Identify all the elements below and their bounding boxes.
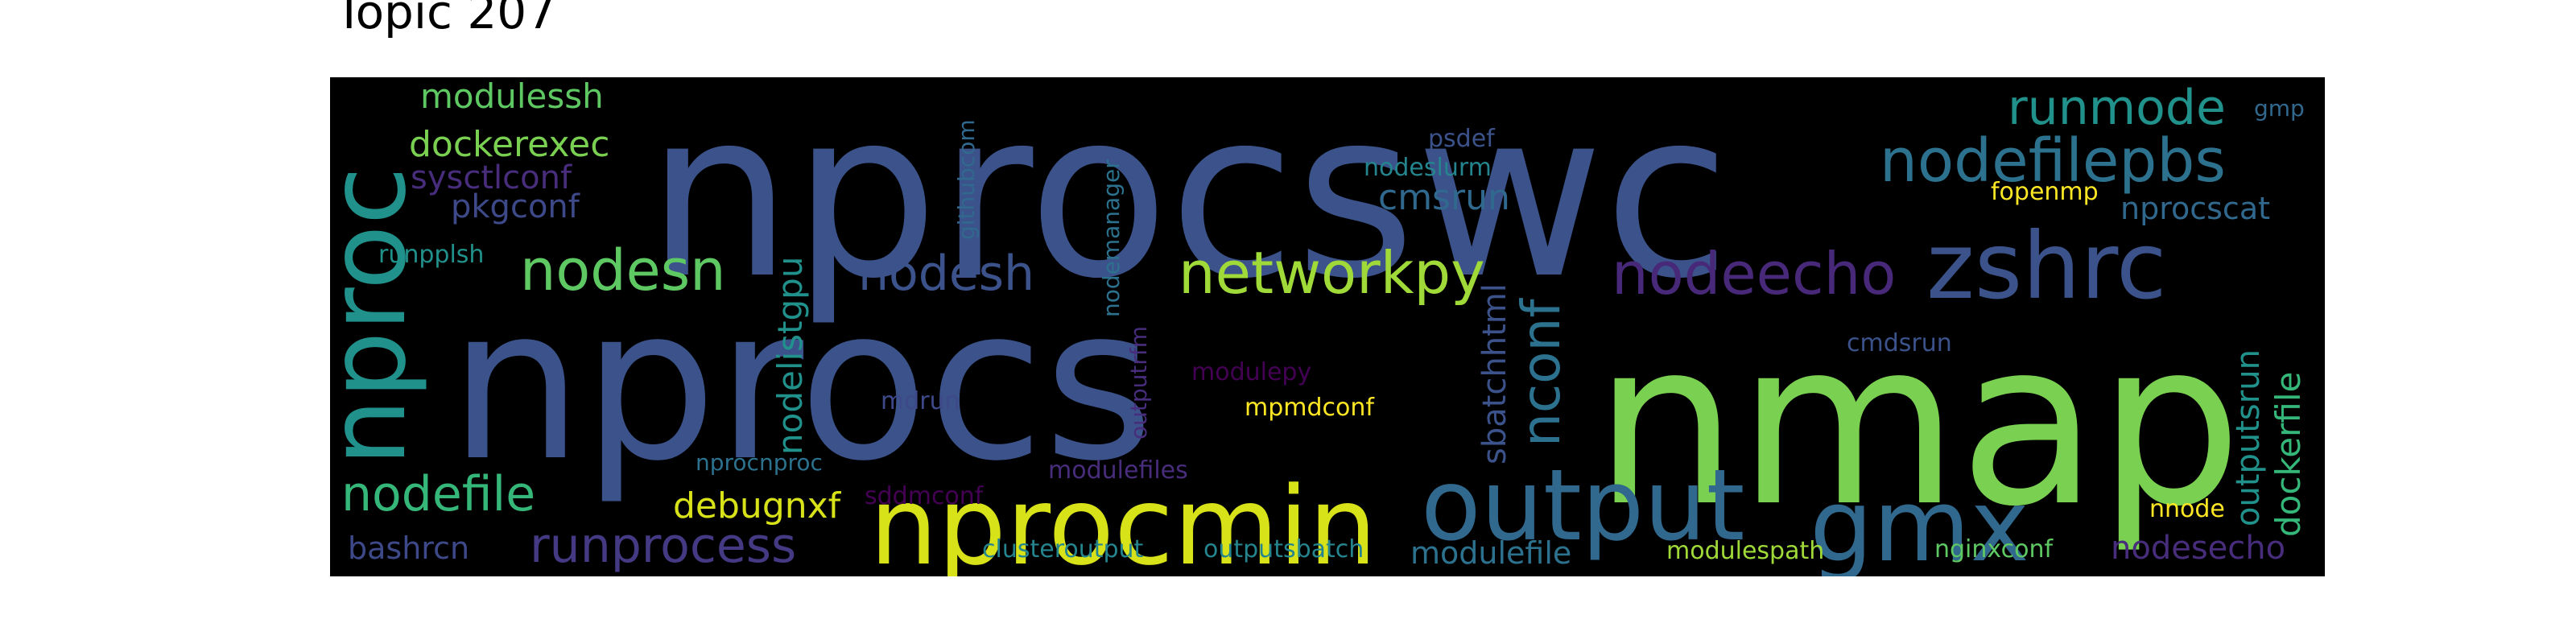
cloud-word: nodefilepbs bbox=[1880, 126, 2226, 196]
figure-title: Topic 207 bbox=[335, 0, 557, 39]
cloud-word: runprocess bbox=[530, 518, 796, 574]
cloud-word: nginxconf bbox=[1934, 535, 2054, 564]
cloud-word: gmx bbox=[1810, 469, 2029, 576]
cloud-word: modulepy bbox=[1191, 358, 1311, 386]
word-cloud: nprocswc nprocs nmap nproc nprocmin outp… bbox=[330, 77, 2325, 576]
cloud-word: runpplsh bbox=[378, 241, 484, 269]
cloud-word: nodemanager bbox=[1098, 159, 1125, 317]
cloud-word: runmode bbox=[2008, 80, 2226, 136]
cloud-word: fopenmp bbox=[1991, 178, 2099, 206]
cloud-word: output bbox=[1421, 448, 1744, 563]
cloud-word: nodesh bbox=[858, 246, 1034, 302]
cloud-word: networkpy bbox=[1179, 239, 1485, 307]
cloud-word: nodelistgpu bbox=[770, 257, 810, 455]
cloud-word: nprocmin bbox=[869, 464, 1377, 576]
cloud-word: modulespath bbox=[1666, 537, 1824, 565]
cloud-word: nprocs bbox=[449, 262, 1154, 507]
cloud-word: sddmconf bbox=[865, 482, 985, 510]
cloud-word: pkgconf bbox=[451, 188, 580, 225]
cloud-word: zshrc bbox=[1926, 213, 2167, 320]
cloud-word: bashrcn bbox=[348, 530, 469, 566]
cloud-word: nodeecho bbox=[1612, 240, 1896, 308]
cloud-word: dockerfile bbox=[2268, 372, 2308, 537]
cloud-word: nodeslurm bbox=[1364, 154, 1492, 182]
cloud-word: nmap bbox=[1594, 291, 2242, 556]
cloud-word: psdef bbox=[1428, 125, 1496, 153]
cloud-word: modulessh bbox=[420, 77, 604, 116]
word-cloud-canvas: nprocswc nprocs nmap nproc nprocmin outp… bbox=[330, 77, 2325, 576]
cloud-word: modulefiles bbox=[1048, 456, 1188, 485]
cloud-word: outputrfm bbox=[1125, 326, 1152, 440]
cloud-word: nprocnproc bbox=[696, 449, 823, 476]
cloud-word: nodefile bbox=[341, 466, 535, 522]
cloud-word: outputsbatch bbox=[1203, 535, 1364, 564]
cloud-word: nprocscat bbox=[2120, 191, 2270, 226]
cloud-word: cmdsrun bbox=[1847, 329, 1952, 357]
cloud-word: cmsrun bbox=[1378, 177, 1510, 218]
cloud-word: mpmdconf bbox=[1245, 394, 1375, 422]
cloud-word: nodesecho bbox=[2111, 530, 2285, 567]
cloud-word: nprocswc bbox=[646, 77, 1731, 329]
cloud-word: nodesn bbox=[520, 237, 726, 303]
cloud-word: gmp bbox=[2254, 95, 2305, 122]
cloud-word: outputsrun bbox=[2230, 349, 2267, 526]
cloud-word: nnode bbox=[2149, 495, 2225, 523]
cloud-word: debugnxf bbox=[673, 485, 842, 526]
cloud-word: sbatchhtml bbox=[1476, 283, 1513, 464]
cloud-word: modulefile bbox=[1410, 535, 1571, 571]
cloud-word: nproc bbox=[330, 167, 430, 466]
cloud-word: mdrun bbox=[881, 387, 960, 415]
cloud-word: githubcom bbox=[953, 119, 980, 240]
cloud-word: nconf bbox=[1510, 298, 1572, 447]
cloud-background bbox=[330, 77, 2325, 576]
cloud-word: sysctlconf bbox=[411, 159, 572, 196]
cloud-word: clusteroutput bbox=[982, 535, 1144, 564]
cloud-word: dockerexec bbox=[409, 124, 609, 165]
